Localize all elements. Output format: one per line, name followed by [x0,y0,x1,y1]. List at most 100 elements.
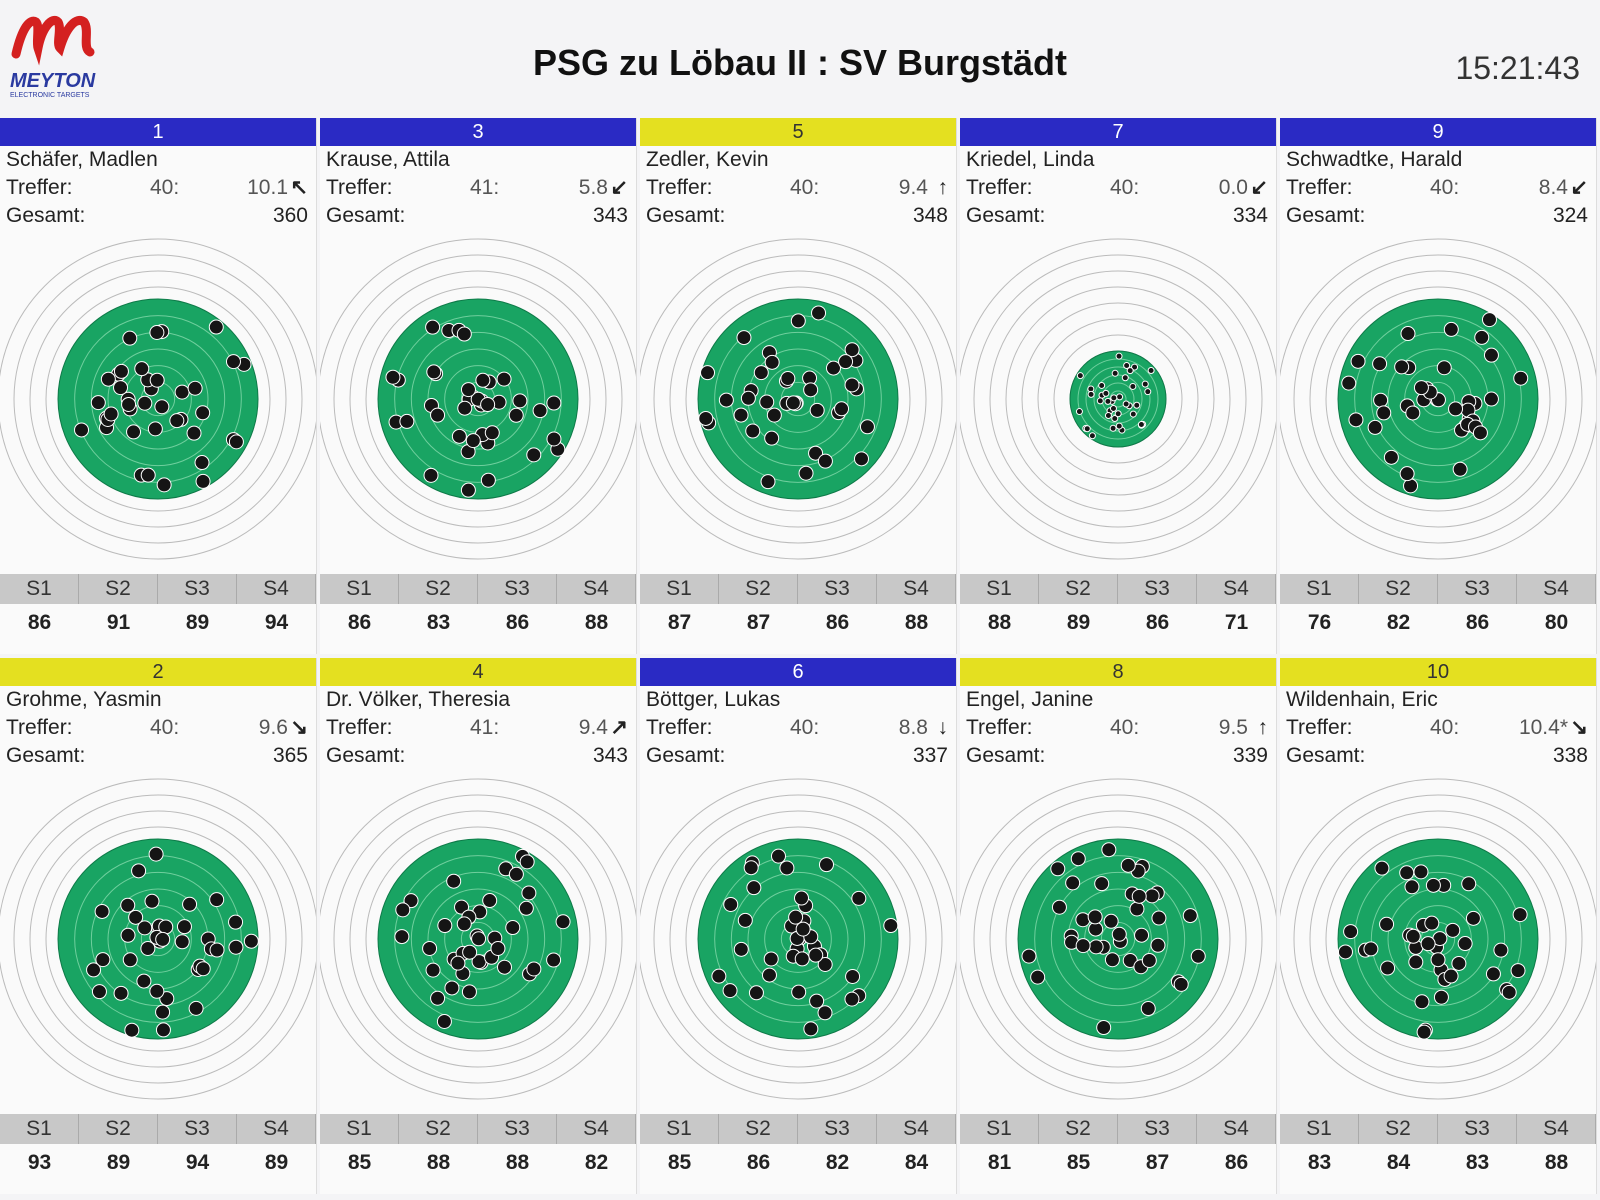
shot-hole [1151,910,1167,926]
shot-hole [722,983,738,999]
logo-subtext: ELECTRONIC TARGETS [10,92,90,99]
target-ring [973,794,1263,1084]
shot-hole [426,364,442,380]
shot-hole [737,912,753,928]
shot-hole [1133,401,1141,409]
shot-hole [794,951,810,967]
shot-hole [140,467,156,483]
series-score: 86 [825,611,850,634]
hits-row: Treffer: 40: 8.4 ↙ [1280,174,1596,202]
shot-hole [809,402,825,418]
shot-count: 40: [1430,716,1460,739]
target-ring [1021,302,1215,496]
shot-hole [456,326,472,342]
shot-hole [785,395,801,411]
shot-hole [113,363,129,379]
lane-band: 10 [1280,658,1596,686]
inner-ring [714,855,882,1023]
series-label: S4 [877,1114,956,1144]
shot-hole [770,848,786,864]
series-label: S3 [1438,574,1517,604]
shot-hole [155,1022,171,1038]
shot-hole [149,372,165,388]
shot-hole [1094,876,1110,892]
series-header: S1 S2 S3 S4 [320,574,636,604]
name-row: Wildenhain, Eric [1280,686,1596,714]
shot-hole [1121,374,1129,382]
shot-hole [817,957,833,973]
shot-hole [174,384,190,400]
series-values: 86 83 86 88 [320,606,636,640]
shot-hole [834,401,850,417]
series-label: S3 [798,574,877,604]
shot-hole [1461,876,1477,892]
shooter-panel: 6 Böttger, Lukas Treffer: 40: 8.8 ↓ Gesamt: 337… [640,658,957,1194]
shot-hole [209,892,225,908]
series-score: 89 [264,1151,289,1174]
shot-hole [808,947,824,963]
shooter-panel: 4 Dr. Völker, Theresia Treffer: 41: 9.4 ↗ Gesa… [320,658,637,1194]
shot-hole [1408,954,1424,970]
shot-hole [743,860,759,876]
shot-hole [444,980,460,996]
shot-hole [1123,362,1131,370]
shooter-name: Kriedel, Linda [966,148,1095,171]
shot-hole [1433,989,1449,1005]
shot-hole [137,395,153,411]
shot-hole [844,342,860,358]
shot-direction: ↑ [937,176,949,199]
last-shot: 9.6 [258,716,288,739]
series-label: S2 [1359,574,1438,604]
target-ring [0,778,316,1100]
series-label: S3 [478,574,557,604]
shot-hole [1144,888,1160,904]
series-score: 88 [1544,1151,1569,1174]
hits-row: Treffer: 40: 10.4* ↘ [1280,714,1596,742]
hits-label: Treffer: [6,176,73,199]
series-values: 81 85 87 86 [960,1146,1276,1180]
shot-hole [851,890,867,906]
shot-hole [1501,984,1517,1000]
shot-hole [1140,1001,1156,1017]
name-row: Schäfer, Madlen [0,146,316,174]
shot-hole [761,967,777,983]
total-row: Gesamt: 334 [960,202,1276,230]
series-label: S2 [719,574,798,604]
shot-hole [1147,366,1155,374]
shooter-name: Dr. Völker, Theresia [326,688,511,711]
shot-hole [225,354,241,370]
last-shot: 9.5 [1218,716,1248,739]
shot-hole [243,933,259,949]
shot-hole [100,371,116,387]
series-score: 82 [584,1151,609,1174]
target-ring [45,826,271,1052]
total-value: 337 [912,744,948,767]
shot-hole [546,952,562,968]
series-label: S2 [79,1114,158,1144]
hits-row: Treffer: 40: 9.4 ↑ [640,174,956,202]
shot-hole [209,942,225,958]
shot-count: 40: [150,176,180,199]
shot-hole [1070,851,1086,867]
shooter-name: Krause, Attila [326,148,450,171]
total-label: Gesamt: [1286,204,1366,227]
shot-hole [436,1013,452,1029]
series-header: S1 S2 S3 S4 [960,574,1276,604]
shooter-name: Zedler, Kevin [646,148,769,171]
last-shot: 10.1 [247,176,288,199]
hits-row: Treffer: 40: 0.0 ↙ [960,174,1276,202]
shot-hole [122,952,138,968]
target-ring [333,794,623,1084]
total-row: Gesamt: 339 [960,742,1276,770]
total-value: 348 [912,204,948,227]
shot-hole [1343,924,1359,940]
series-label: S3 [158,1114,237,1144]
shot-hole [186,425,202,441]
shot-hole [1405,928,1421,944]
total-row: Gesamt: 324 [1280,202,1596,230]
shot-hole [128,909,144,925]
inner-ring [410,871,546,1007]
shot-hole [456,916,472,932]
series-label: S2 [719,1114,798,1144]
shot-hole [208,319,224,335]
